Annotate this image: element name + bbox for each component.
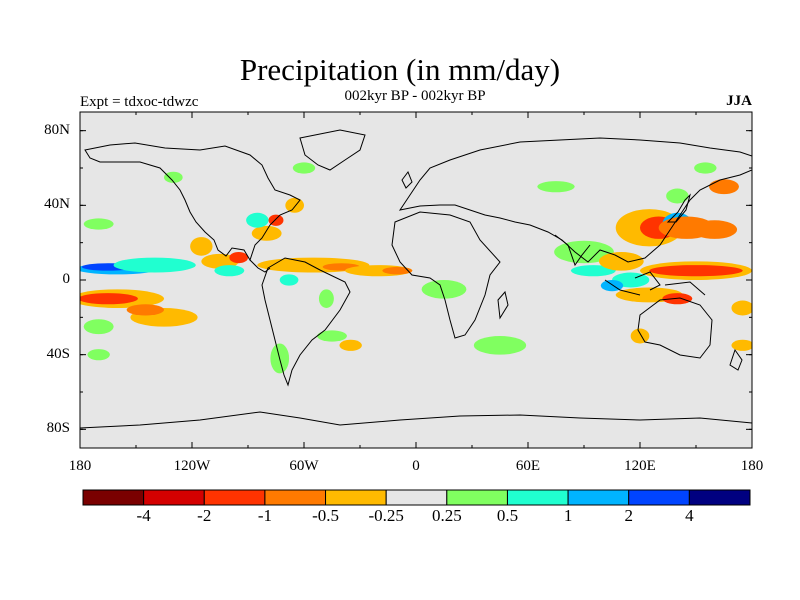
coast-antarctica <box>80 411 752 429</box>
coast-africa <box>391 211 501 339</box>
anomaly-region <box>83 319 114 335</box>
coast-australia <box>637 297 713 359</box>
x-tick-label: 120W <box>173 458 211 474</box>
anomaly-region <box>251 225 282 241</box>
coast-british-isles <box>401 170 413 189</box>
colorbar-level-label: 0.5 <box>496 506 519 525</box>
anomaly-region <box>709 179 739 195</box>
colorbar-level-label: 4 <box>685 506 694 525</box>
anomaly-region <box>292 162 316 174</box>
colorbar-box <box>688 489 751 506</box>
anomaly-region <box>214 265 245 277</box>
anomaly-region <box>80 293 138 305</box>
anomaly-region <box>279 274 299 286</box>
colorbar <box>82 489 751 506</box>
anomaly-region <box>630 328 650 344</box>
anomaly-region <box>473 336 527 355</box>
page-title: Precipitation (in mm/day) <box>239 52 561 87</box>
x-tick-label: 60E <box>515 458 541 474</box>
y-tick-label: 80N <box>44 121 70 138</box>
coast-japan <box>666 193 691 223</box>
anomaly-region <box>164 171 183 183</box>
colorbar-box <box>325 489 387 506</box>
colorbar-level-label: 2 <box>624 506 633 525</box>
anomaly-region <box>570 265 616 277</box>
colorbar-box <box>628 489 690 506</box>
experiment-label: Expt = tdxoc-tdwzc <box>80 94 199 110</box>
colorbar-box <box>203 489 266 506</box>
colorbar-box <box>506 489 569 506</box>
colorbar-box <box>143 489 205 506</box>
colorbar-box <box>385 489 448 506</box>
anomaly-region <box>537 181 575 193</box>
coast-madagascar <box>497 290 509 320</box>
axis-ticks <box>79 112 753 448</box>
anomaly-region <box>126 304 164 316</box>
colorbar-level-label: 0.25 <box>431 506 462 525</box>
y-tick-label: 40N <box>44 196 70 213</box>
anomaly-region <box>83 218 114 230</box>
y-tick-label: 0 <box>62 271 71 287</box>
anomaly-region <box>318 289 334 308</box>
x-tick-label: 120E <box>624 458 656 474</box>
anomaly-region <box>692 220 738 239</box>
anomaly-region <box>339 339 362 351</box>
x-tick-label: 0 <box>412 458 420 474</box>
coast-india <box>554 234 591 267</box>
anomaly-region <box>113 257 196 273</box>
x-tick-label: 180 <box>740 458 764 474</box>
colorbar-box <box>446 489 508 506</box>
anomaly-region <box>87 349 110 361</box>
anomaly-region <box>649 265 743 277</box>
anomaly-region <box>731 339 752 351</box>
anomaly-region <box>666 188 689 204</box>
colorbar-level-label: -4 <box>136 506 151 525</box>
colorbar-level-label: -1 <box>257 506 272 525</box>
colorbar-level-label: -0.25 <box>368 506 404 525</box>
anomaly-region <box>382 266 413 275</box>
anomaly-region <box>731 300 752 316</box>
coast-eurasia <box>398 137 752 263</box>
anomaly-region <box>598 252 644 271</box>
anomaly-region <box>229 252 249 264</box>
anomaly-regions <box>80 162 752 374</box>
y-tick-label: 40S <box>46 345 70 362</box>
colorbar-box <box>567 489 630 506</box>
x-tick-label: 60W <box>289 458 319 474</box>
map-subtitle: 002kyr BP - 002kyr BP <box>344 88 486 104</box>
map-background <box>80 112 752 448</box>
coast-greenland <box>299 129 366 171</box>
anomaly-region <box>246 212 269 228</box>
anomaly-region <box>694 162 717 174</box>
coast-south-america <box>261 257 351 387</box>
anomaly-region <box>285 197 304 213</box>
coast-indonesia <box>604 271 706 296</box>
coastlines <box>80 129 752 429</box>
colorbar-level-label: -2 <box>197 506 212 525</box>
anomaly-region <box>421 280 467 299</box>
x-tick-label: 180 <box>68 458 92 474</box>
colorbar-box <box>264 489 327 506</box>
colorbar-box <box>82 489 145 506</box>
anomaly-region <box>190 237 213 256</box>
coast-new-zealand <box>729 348 743 371</box>
colorbar-level-label: 1 <box>563 506 573 525</box>
season-label: JJA <box>726 93 752 109</box>
anomaly-region <box>317 330 347 342</box>
y-tick-label: 80S <box>46 420 70 437</box>
colorbar-level-label: -0.5 <box>312 506 339 525</box>
